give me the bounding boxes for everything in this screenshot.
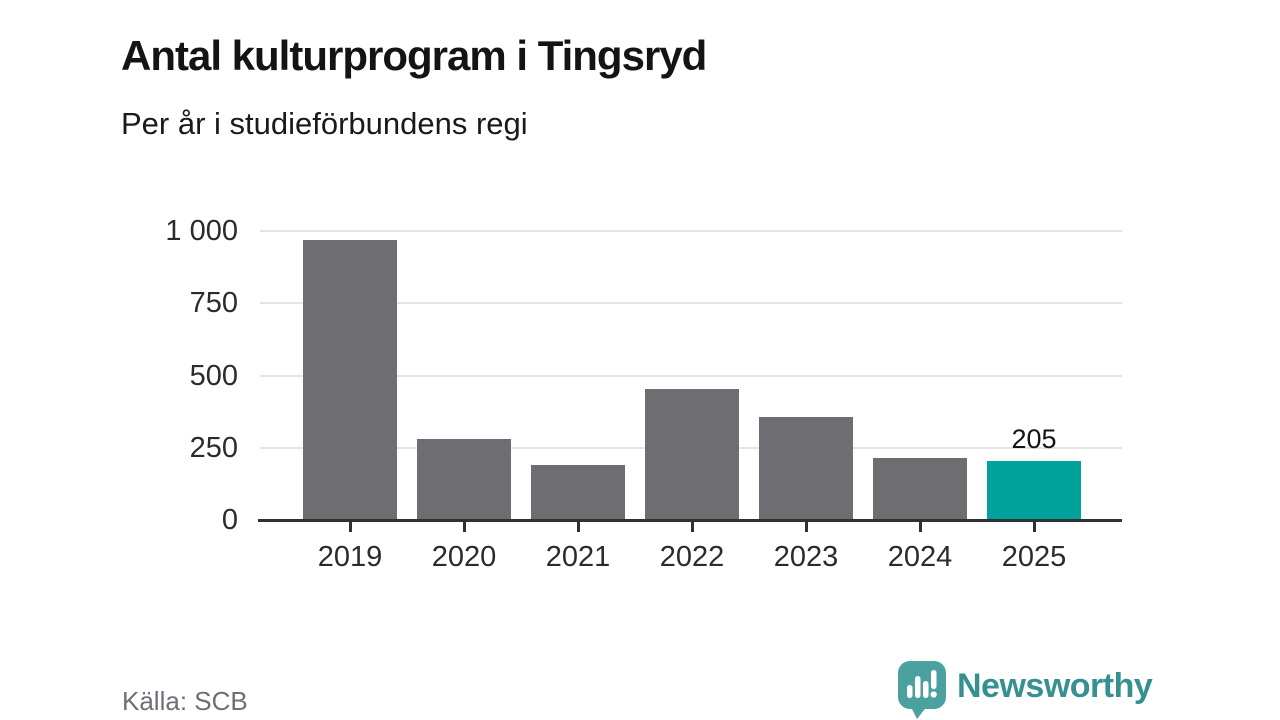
y-axis-label-750: 750 [189, 287, 238, 320]
x-axis-tick-2020 [463, 522, 466, 532]
y-axis-label-250: 250 [189, 431, 238, 464]
x-axis-tick-2019 [349, 522, 352, 532]
newsworthy-brand: Newsworthy [898, 661, 1153, 719]
x-axis-tick-2024 [919, 522, 922, 532]
chart-subtitle: Per år i studieförbundens regi [121, 106, 528, 141]
newsworthy-logo-icon [898, 661, 946, 719]
source-text: Källa: SCB [122, 686, 248, 716]
y-axis-label-1000: 1 000 [165, 215, 238, 247]
page-title: Antal kulturprogram i Tingsryd [121, 32, 707, 80]
gridline-750 [260, 302, 1122, 305]
y-axis-label-500: 500 [189, 359, 238, 392]
bar-2024 [873, 458, 967, 520]
x-axis-tick-2023 [805, 522, 808, 532]
x-axis-tick-2025 [1033, 522, 1036, 532]
x-axis-label-2022: 2022 [659, 541, 725, 573]
bar-2019 [303, 240, 397, 520]
bar-2023 [759, 417, 853, 520]
bar-2021 [531, 465, 625, 520]
x-axis-label-2024: 2024 [887, 541, 953, 573]
x-axis-label-2021: 2021 [545, 541, 611, 573]
bar-2025 [987, 461, 1081, 520]
x-axis-line [258, 519, 1122, 522]
x-axis-label-2020: 2020 [431, 541, 497, 573]
brand-name: Newsworthy [957, 667, 1153, 705]
x-axis-label-2023: 2023 [773, 541, 839, 573]
y-axis-label-0: 0 [221, 504, 238, 536]
x-axis-tick-2022 [691, 522, 694, 532]
x-axis-label-2025: 2025 [1001, 541, 1067, 573]
x-axis-label-2019: 2019 [317, 541, 383, 573]
bar-2020 [417, 439, 511, 520]
x-axis-tick-2021 [577, 522, 580, 532]
bar-2022 [645, 389, 739, 520]
gridline-500 [260, 374, 1122, 377]
value-label-2025: 205 [1011, 424, 1057, 454]
gridline-1000 [260, 230, 1122, 232]
